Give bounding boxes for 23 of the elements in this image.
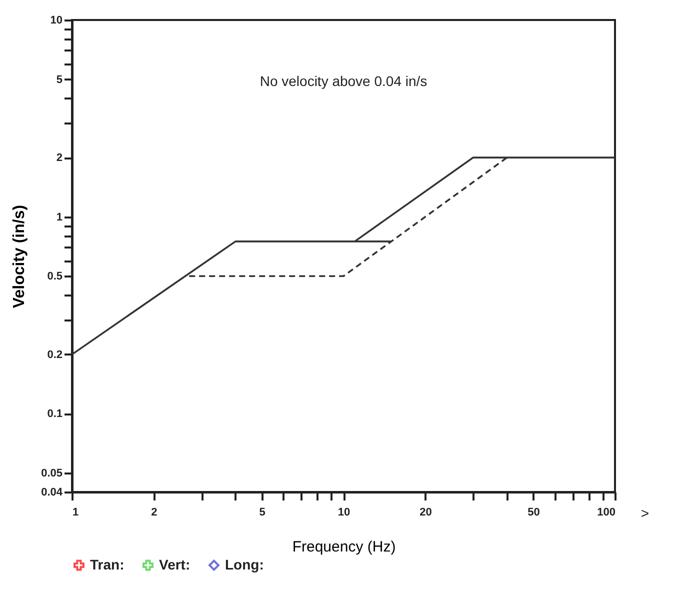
y-tick-label: 0.05: [41, 467, 62, 480]
legend-label: Tran:: [90, 556, 124, 572]
y-tick-label: 1: [56, 211, 62, 224]
y-axis-title: Velocity (in/s): [11, 204, 28, 308]
x-tick-label: 1: [72, 506, 79, 518]
y-tick-label: 0.1: [47, 408, 62, 420]
legend-label: Vert:: [159, 556, 190, 572]
x-tick-label: 100: [597, 506, 616, 518]
annotation: No velocity above 0.04 in/s: [260, 73, 428, 89]
y-tick-label: 0.2: [47, 348, 62, 361]
x-tick-label: 10: [338, 506, 350, 518]
y-tick-label: 0.5: [47, 270, 62, 283]
x-tick-label: 20: [420, 506, 432, 518]
y-tick-label: 0.04: [41, 486, 64, 498]
x-tick-label: 50: [528, 506, 540, 518]
y-tick-label: 2: [56, 152, 62, 164]
y-tick-label: 10: [50, 14, 62, 26]
x-tick-label: 2: [151, 506, 158, 518]
x-axis-title: Frequency (Hz): [292, 538, 396, 556]
x-tick-label: 5: [259, 506, 266, 518]
legend-label: Long:: [225, 556, 264, 572]
text: >: [640, 505, 650, 521]
y-tick-label: 5: [56, 74, 62, 86]
